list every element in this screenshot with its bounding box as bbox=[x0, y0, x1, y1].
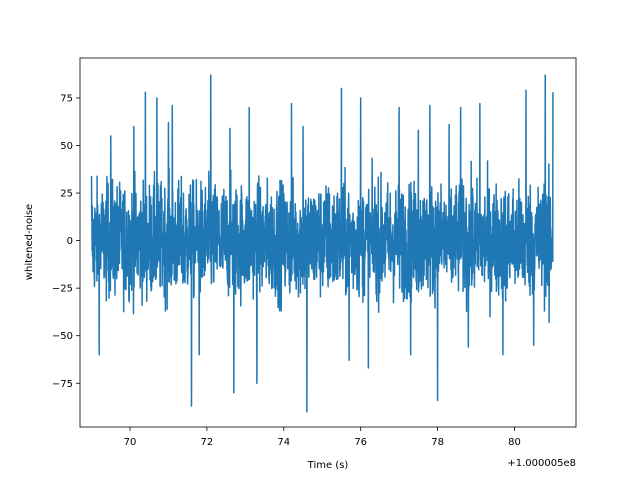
x-tick-label: 80 bbox=[508, 437, 521, 448]
y-tick-label: −25 bbox=[52, 284, 73, 295]
x-tick-label: 70 bbox=[124, 437, 137, 448]
y-tick-label: 0 bbox=[67, 236, 73, 247]
x-tick-label: 74 bbox=[277, 437, 290, 448]
y-axis-label: whitened-noise bbox=[24, 204, 35, 280]
x-tick-label: 76 bbox=[354, 437, 367, 448]
x-offset-label: +1.000005e8 bbox=[507, 458, 576, 469]
y-tick-label: 25 bbox=[60, 189, 73, 200]
y-tick-label: 75 bbox=[60, 93, 73, 104]
y-tick-label: 50 bbox=[60, 141, 73, 152]
x-tick-label: 78 bbox=[431, 437, 444, 448]
x-axis-label: Time (s) bbox=[307, 460, 349, 471]
x-tick-label: 72 bbox=[201, 437, 214, 448]
y-tick-label: −50 bbox=[52, 331, 73, 342]
y-tick-label: −75 bbox=[52, 379, 73, 390]
